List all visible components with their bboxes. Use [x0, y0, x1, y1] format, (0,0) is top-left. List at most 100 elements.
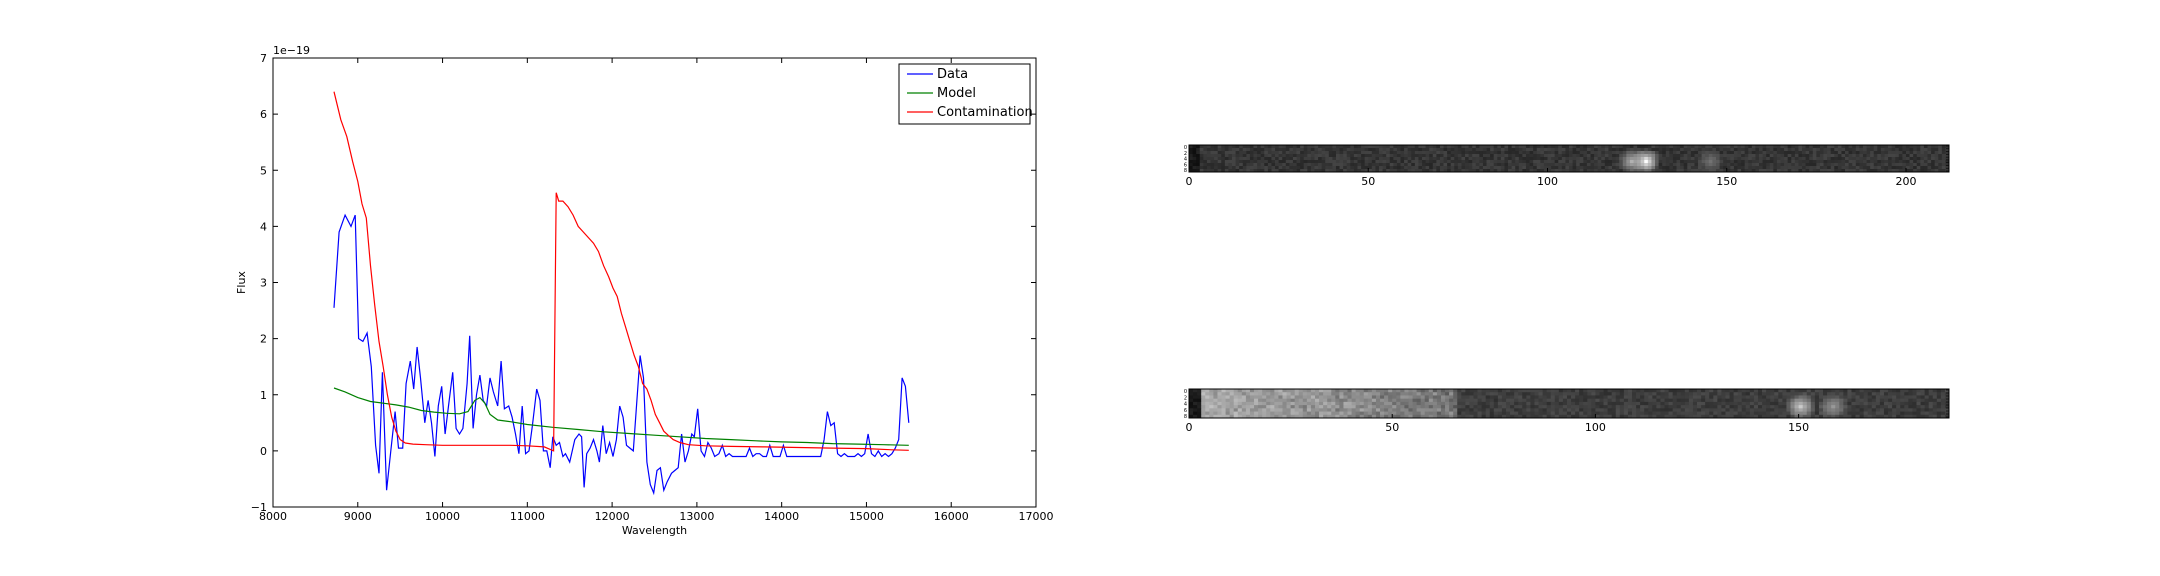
heatmap-cell	[1422, 163, 1426, 167]
heatmap-cell	[1823, 405, 1828, 409]
heatmap-cell	[1848, 163, 1853, 167]
heatmap-cell	[1225, 414, 1231, 419]
heatmap-cell	[1928, 392, 1934, 396]
heatmap-cell	[1379, 151, 1383, 155]
heatmap-cell	[1640, 154, 1645, 158]
heatmap-cell	[1217, 392, 1222, 396]
heatmap-cell	[1827, 405, 1832, 409]
heatmap-cell	[1242, 160, 1247, 164]
heatmap-cell	[1404, 157, 1409, 161]
heatmap-cell	[1371, 405, 1377, 409]
heatmap-cell	[1508, 148, 1513, 152]
heatmap-cell	[1612, 160, 1616, 164]
heatmap-cell	[1571, 411, 1576, 416]
heatmap-cell	[1332, 157, 1337, 161]
heatmap-cell	[1676, 414, 1682, 419]
heatmap-cell	[1393, 166, 1398, 170]
heatmap-cell	[1310, 151, 1315, 155]
heatmap-cell	[1465, 166, 1470, 170]
heatmap-cell	[1550, 411, 1556, 416]
heatmap-cell	[1408, 405, 1413, 409]
heatmap-cell	[1867, 408, 1873, 412]
heatmap-cell	[1575, 392, 1580, 396]
heatmap-cell	[1447, 154, 1452, 158]
heatmap-cell	[1629, 145, 1634, 149]
heatmap-cell	[1672, 169, 1677, 173]
heatmap-cell	[1802, 411, 1808, 416]
heatmap-cell	[1884, 160, 1889, 164]
heatmap-cell	[1726, 154, 1731, 158]
heatmap-cell	[1627, 398, 1633, 403]
heatmap-cell	[1314, 401, 1320, 406]
heatmap-cell	[1575, 401, 1580, 406]
heatmap-cell	[1719, 148, 1724, 152]
heatmap-cell	[1481, 395, 1487, 400]
heatmap-cell	[1359, 398, 1365, 403]
heatmap-cell	[1936, 405, 1942, 409]
heatmap-cell	[1235, 160, 1240, 164]
heatmap-cell	[1278, 148, 1283, 152]
heatmap-cell	[1368, 166, 1373, 170]
heatmap-cell	[1794, 395, 1800, 400]
heatmap-cell	[1895, 145, 1900, 149]
heatmap-cell	[1386, 169, 1391, 173]
heatmap-cell	[1895, 160, 1900, 164]
heatmap-cell	[1916, 166, 1921, 170]
heatmap-cell	[1389, 157, 1394, 161]
heatmap-cell	[1232, 154, 1236, 158]
heatmap-cell	[1648, 405, 1653, 409]
heatmap-cell	[1408, 389, 1413, 393]
heatmap-cell	[1845, 145, 1850, 149]
heatmap-cell	[1416, 411, 1422, 416]
heatmap-cell	[1648, 408, 1653, 412]
heatmap-cell	[1579, 405, 1584, 409]
heatmap-cell	[1290, 408, 1296, 412]
heatmap-cell	[1733, 392, 1739, 396]
heatmap-cell	[1229, 401, 1235, 406]
heatmap-cell	[1633, 154, 1638, 158]
heatmap-cell	[1538, 411, 1543, 416]
heatmap-cell	[1575, 389, 1580, 393]
heatmap-cell	[1866, 148, 1871, 152]
heatmap-cell	[1880, 160, 1885, 164]
heatmap-cell	[1254, 408, 1259, 412]
heatmap-cell	[1332, 166, 1337, 170]
heatmap-cell	[1809, 160, 1814, 164]
heatmap-cell	[1205, 408, 1210, 412]
heatmap-cell	[1888, 154, 1893, 158]
heatmap-cell	[1810, 401, 1816, 406]
heatmap-cell	[1310, 408, 1316, 412]
heatmap-cell	[1769, 145, 1774, 149]
heatmap-cell	[1757, 411, 1763, 416]
heatmap-cell	[1612, 148, 1616, 152]
heatmap-cell	[1558, 392, 1564, 396]
heatmap-cell	[1318, 160, 1323, 164]
heatmap-cell	[1453, 395, 1458, 400]
heatmap-cell	[1631, 411, 1637, 416]
heatmap-cell	[1916, 392, 1921, 396]
heatmap-cell	[1472, 157, 1477, 161]
heatmap-cell	[1323, 408, 1328, 412]
heatmap-cell	[1766, 163, 1771, 167]
heatmap-cell	[1597, 148, 1602, 152]
heatmap-cell	[1898, 157, 1903, 161]
heatmap-cell	[1339, 389, 1344, 393]
heatmap-cell	[1380, 408, 1385, 412]
heatmap-cell	[1245, 405, 1251, 409]
heatmap-cell	[1290, 414, 1296, 419]
heatmap-cell	[1715, 154, 1720, 158]
heatmap-cell	[1644, 398, 1649, 403]
heatmap-cell	[1561, 145, 1566, 149]
heatmap-cell	[1396, 414, 1401, 419]
heatmap-cell	[1428, 414, 1434, 419]
heatmap-cell	[1871, 395, 1877, 400]
heatmap-cell	[1604, 145, 1609, 149]
heatmap-cell	[1576, 163, 1581, 167]
heatmap-cell	[1482, 145, 1487, 149]
heatmap-cell	[1428, 395, 1434, 400]
heatmap-cell	[1867, 401, 1873, 406]
heatmap-cell	[1193, 392, 1198, 396]
heatmap-cell	[1883, 408, 1889, 412]
heatmap-cell	[1359, 411, 1365, 416]
